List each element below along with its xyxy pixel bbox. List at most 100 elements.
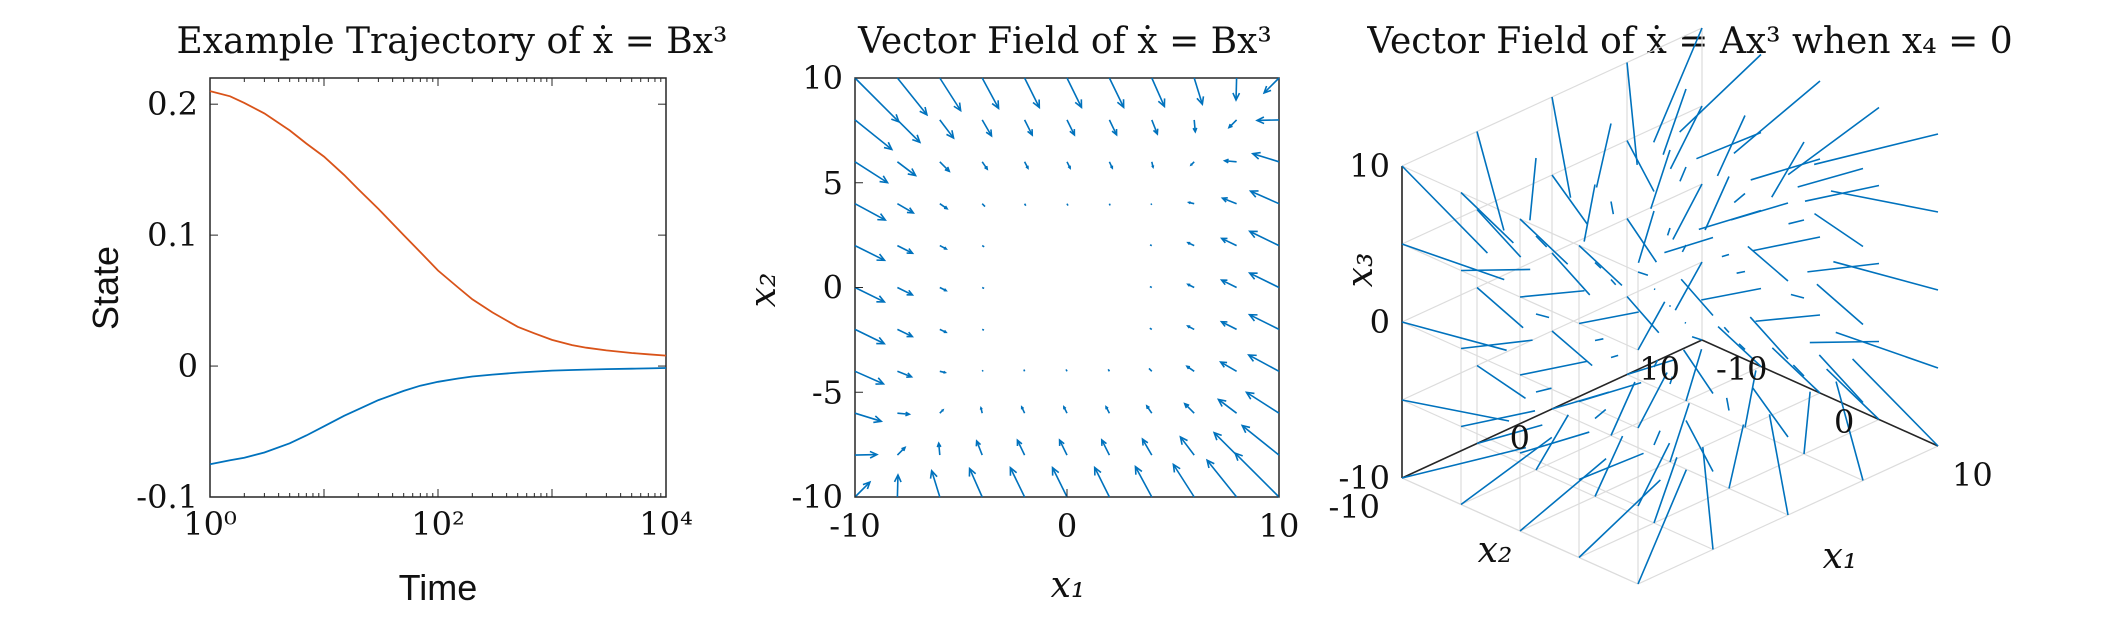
field-arrowhead (1247, 313, 1258, 322)
field-arrowhead (1219, 279, 1228, 286)
field-arrow (1108, 119, 1118, 136)
field-arrow (1217, 398, 1238, 414)
field-arrow (937, 443, 941, 456)
field-arrow (1637, 442, 1671, 507)
field-arrow (1220, 361, 1238, 372)
field-arrowhead (1025, 165, 1029, 170)
z-tick-label: -10 (1338, 459, 1390, 497)
field-arrow (1246, 391, 1280, 414)
field-arrow (1149, 244, 1153, 247)
field-arrowhead (1100, 438, 1107, 446)
field-arrowhead (1248, 230, 1258, 239)
field-arrowhead (953, 102, 962, 113)
field-arrowhead (1027, 129, 1034, 137)
field-arrow (1193, 77, 1204, 105)
field-arrow (1222, 197, 1237, 205)
field-arrow (1610, 278, 1617, 286)
field-arrow (896, 161, 917, 177)
field-arrowhead (943, 288, 948, 292)
field-arrow (1797, 167, 1864, 188)
field-arrowhead (1220, 197, 1228, 203)
field-arrowhead (1016, 438, 1023, 446)
field-arrow (897, 244, 913, 254)
field-arrow (1771, 347, 1821, 394)
field-arrow (1108, 77, 1125, 108)
field-arrow (1249, 313, 1280, 331)
field-arrow (1023, 119, 1033, 136)
field-arrow (1213, 432, 1238, 456)
field-arrowhead (901, 446, 907, 452)
field-arrowhead (869, 450, 879, 459)
field-arrowhead (944, 166, 951, 173)
x-tick-label: 0 (1834, 403, 1854, 441)
y-tick-label: -5 (812, 373, 843, 411)
vector-field-3d-ylabel: x₂ (1478, 530, 1513, 571)
field-arrow (1807, 262, 1880, 273)
field-arrow (1672, 183, 1703, 240)
field-arrow (1148, 367, 1153, 372)
field-arrow (896, 77, 928, 116)
field-arrow (1637, 210, 1655, 264)
field-arrowhead (1179, 435, 1188, 445)
x-tick-label: -10 (1716, 350, 1768, 388)
field-arrow (1519, 218, 1569, 265)
field-arrow (1637, 469, 1688, 585)
series-line-1 (209, 90, 667, 357)
field-arrow (1249, 272, 1280, 289)
field-arrow (854, 453, 877, 456)
field-arrow (1813, 133, 1939, 166)
field-arrow (1249, 230, 1280, 247)
field-arrowhead (1186, 201, 1191, 205)
field-arrow (1257, 119, 1280, 122)
field-arrow (1535, 313, 1550, 319)
field-arrowhead (907, 168, 918, 177)
field-arrow (1752, 236, 1821, 252)
field-arrow (1460, 268, 1531, 272)
field-arrow (1787, 106, 1880, 176)
field-arrow (1662, 88, 1687, 155)
field-arrowhead (1232, 92, 1241, 102)
field-arrow (1691, 336, 1703, 341)
field-arrow (1728, 424, 1745, 489)
field-arrow (1803, 391, 1811, 455)
field-arrowhead (936, 441, 942, 448)
field-arrow (1685, 420, 1714, 472)
field-arrowhead (873, 415, 884, 424)
field-arrowhead (943, 329, 948, 334)
field-arrow (897, 286, 913, 296)
field-arrow (1738, 343, 1746, 351)
field-arrow (1221, 279, 1237, 289)
field-arrow (1184, 403, 1195, 414)
field-arrow (1401, 399, 1510, 422)
field-arrow (1065, 369, 1068, 372)
field-arrow (1674, 261, 1703, 311)
field-arrow (1733, 80, 1821, 154)
field-arrow (1224, 159, 1237, 163)
y-tick-label: 5 (823, 164, 843, 202)
field-arrow (1594, 435, 1624, 497)
field-arrow (1594, 408, 1607, 420)
field-arrowhead (1219, 320, 1228, 327)
field-arrow (1519, 431, 1590, 454)
field-arrow (1652, 27, 1703, 143)
field-arrow (1108, 203, 1111, 206)
field-arrowhead (1141, 437, 1149, 446)
y-tick-label: -0.1 (136, 478, 198, 516)
x-tick-label: -10 (829, 507, 881, 545)
field-arrow (1669, 376, 1674, 385)
field-arrow (1790, 293, 1805, 299)
field-arrow (1221, 321, 1237, 331)
field-arrow (1637, 301, 1666, 351)
z-tick-label: 10 (1349, 147, 1390, 185)
field-arrow (1460, 410, 1536, 428)
field-arrow (1193, 119, 1197, 132)
field-arrowhead (1212, 431, 1222, 441)
field-arrowhead (1134, 465, 1143, 475)
field-arrowhead (1186, 325, 1191, 329)
field-arrow (1818, 354, 1864, 404)
field-arrow (1151, 77, 1166, 107)
field-arrow (1682, 349, 1714, 394)
field-arrowhead (984, 165, 989, 171)
field-arrowhead (876, 336, 886, 345)
field-arrow (1476, 286, 1524, 329)
